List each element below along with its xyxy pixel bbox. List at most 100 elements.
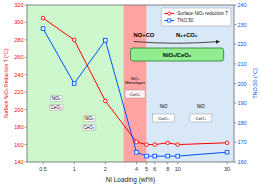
annotation: NO+CO: [134, 32, 155, 38]
x-tick-label: 5: [145, 166, 148, 172]
y-tick: [25, 144, 28, 145]
point: [153, 143, 157, 147]
region: [124, 5, 147, 162]
reaction-box: [131, 48, 224, 61]
point: [176, 154, 180, 158]
annotation: CeO₂: [51, 105, 62, 110]
annotation: NiOₓ/CeO₂: [163, 52, 192, 58]
point: [176, 143, 180, 147]
x-tick-label: 1: [73, 166, 76, 172]
y-tick-label: 180: [14, 124, 23, 130]
y2-tick-label: 170: [238, 139, 247, 145]
x-tick-label: 4: [135, 166, 138, 172]
y2-tick-label: 240: [238, 2, 247, 8]
y-tick-label: 320: [14, 2, 23, 8]
region: [147, 5, 234, 162]
annotation: NiOₓMonolayer: [125, 76, 146, 86]
point: [145, 143, 149, 147]
annotation: NiOₓ: [51, 96, 61, 101]
y-tick: [25, 57, 28, 58]
y2-tick: [234, 63, 237, 64]
x-tick-label: 30: [224, 166, 230, 172]
y2-axis-label: TNO,50 (°C): [252, 68, 258, 99]
y2-tick: [234, 103, 237, 104]
annotation-box: [50, 96, 62, 102]
slab: [125, 90, 145, 98]
y-tick-label: 280: [14, 37, 23, 43]
x-tick: [136, 162, 137, 165]
point: [135, 140, 139, 144]
chart: 0.5 1 2 4 56 8 10 30 Ni Loading (wt%) 140 160 180 20…: [0, 0, 261, 189]
annotation: CeO₂: [158, 116, 169, 121]
data: [41, 16, 229, 158]
reaction-arrow: [134, 42, 220, 44]
y2-tick: [234, 44, 237, 45]
y-tick: [25, 39, 28, 40]
x-tick-label: 8: [166, 166, 169, 172]
y-tick: [25, 22, 28, 23]
y-tick-label: 160: [14, 142, 23, 148]
x-tick-label: 10: [175, 166, 181, 172]
point: [72, 82, 76, 86]
x-tick: [227, 162, 228, 165]
y2-tick-label: 160: [238, 159, 247, 165]
annotation-box: [83, 125, 96, 131]
annotation-box: [83, 116, 95, 122]
x-tick: [177, 162, 178, 165]
legend-label: Surface NiOₓ reduction T: [177, 11, 228, 16]
point: [72, 38, 76, 42]
legend-label: TNO,50: [177, 18, 194, 23]
annotation: NiO: [160, 104, 168, 109]
y2-tick-label: 210: [238, 61, 247, 67]
y-tick-label: 200: [14, 107, 23, 113]
y2-tick-label: 200: [238, 81, 247, 87]
slab: [153, 114, 175, 122]
y-tick-label: 140: [14, 159, 23, 165]
y-tick: [25, 74, 28, 75]
x-tick: [146, 162, 147, 165]
plot-frame: [27, 5, 234, 162]
annotation-box: [50, 105, 63, 111]
x-tick: [167, 162, 168, 165]
point: [135, 150, 139, 154]
x-tick-label: 0.5: [39, 166, 47, 172]
legend-box: [161, 8, 231, 26]
legend-marker: [168, 19, 171, 22]
point: [145, 154, 149, 158]
y-tick-label: 260: [14, 54, 23, 60]
y-tick: [25, 127, 28, 128]
x-axis-label: Ni Loading (wt%): [106, 176, 156, 184]
y-tick: [25, 92, 28, 93]
y-tick: [25, 162, 28, 163]
point: [41, 16, 45, 20]
x-tick: [43, 162, 44, 165]
x-tick: [105, 162, 106, 165]
legend: Surface NiOₓ reduction T TNO,50: [161, 8, 231, 26]
regions: [27, 5, 234, 162]
point: [225, 141, 229, 145]
x-tick-label: 6: [153, 166, 156, 172]
x-tick-label: 2: [104, 166, 107, 172]
point: [225, 150, 229, 154]
y-tick: [25, 109, 28, 110]
slab: [190, 114, 212, 122]
y-tick-label: 220: [14, 89, 23, 95]
legend-marker: [168, 12, 171, 15]
y2-tick-label: 230: [238, 22, 247, 28]
x-tick: [154, 162, 155, 165]
point: [104, 99, 108, 103]
point: [41, 27, 45, 31]
y2-tick-label: 190: [238, 100, 247, 106]
annotation: CeO₂: [130, 92, 141, 97]
region: [27, 5, 124, 162]
annotation: NiO: [197, 104, 205, 109]
y2-tick-label: 180: [238, 120, 247, 126]
annotation: CeO₂: [84, 125, 95, 130]
point: [153, 154, 157, 158]
y-axis-label: Surface NiOₓ Reduction T (°C): [3, 48, 9, 118]
y2-tick: [234, 122, 237, 123]
point: [166, 141, 170, 145]
annotation: CeO₂: [196, 116, 207, 121]
y-tick-label: 240: [14, 72, 23, 78]
y2-tick: [234, 83, 237, 84]
